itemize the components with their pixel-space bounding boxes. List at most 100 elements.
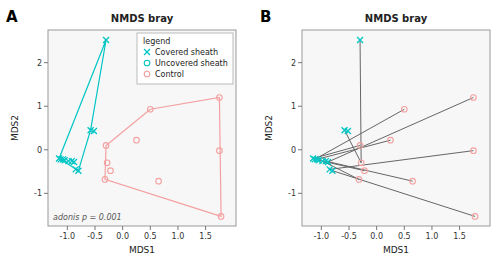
y-tick — [44, 193, 48, 194]
point — [71, 159, 77, 165]
y-tick-label: 2 — [37, 59, 42, 68]
plot-frame — [302, 30, 490, 226]
y-tick-label: -1 — [288, 189, 296, 198]
point — [329, 168, 335, 174]
point — [103, 143, 109, 149]
x-tick-label: -0.5 — [341, 232, 357, 241]
x-tick — [95, 226, 96, 230]
x-tick-label: 1.0 — [172, 232, 185, 241]
legend-title: legend — [143, 37, 170, 46]
pair-line — [317, 140, 391, 159]
point — [471, 95, 477, 101]
pair-line — [330, 151, 474, 170]
pair-line — [332, 171, 475, 217]
y-axis-label: MDS2 — [264, 115, 274, 141]
x-axis-label: MDS1 — [383, 245, 409, 255]
point — [357, 143, 363, 149]
point — [357, 37, 363, 43]
point — [134, 137, 140, 143]
y-axis-label: MDS2 — [10, 115, 20, 141]
y-tick-label: -1 — [34, 189, 42, 198]
y-tick-label: 1 — [291, 102, 296, 111]
point — [147, 106, 153, 112]
x-axis-label: MDS1 — [129, 245, 155, 255]
x-tick-label: 1.5 — [199, 232, 212, 241]
y-tick — [44, 106, 48, 107]
title: NMDS bray — [111, 13, 174, 24]
point — [108, 168, 114, 174]
title: NMDS bray — [365, 13, 428, 24]
point — [218, 214, 224, 220]
plot-frame — [48, 30, 236, 226]
legend-box — [137, 33, 233, 84]
legend-marker — [144, 71, 150, 77]
point — [401, 106, 407, 112]
point — [104, 160, 110, 166]
y-tick-label: 1 — [37, 102, 42, 111]
x-tick-label: 0.5 — [398, 232, 411, 241]
y-tick-label: 0 — [37, 146, 42, 155]
x-tick — [349, 226, 350, 230]
point — [91, 128, 97, 134]
point — [325, 159, 331, 165]
x-tick — [122, 226, 123, 230]
point — [471, 148, 477, 154]
y-tick-label: 2 — [291, 59, 296, 68]
y-tick-label: 0 — [291, 146, 296, 155]
pair-line — [328, 98, 473, 162]
point — [217, 95, 223, 101]
x-tick — [459, 226, 460, 230]
legend-marker — [144, 49, 150, 55]
legend-marker — [144, 60, 150, 66]
y-tick — [298, 149, 302, 150]
x-tick-label: 0.0 — [116, 232, 129, 241]
pair-line — [360, 40, 361, 163]
x-tick — [376, 226, 377, 230]
point — [410, 178, 416, 184]
x-tick-label: 1.0 — [426, 232, 439, 241]
x-tick — [150, 226, 151, 230]
hull — [59, 40, 106, 171]
annotation: adonis p = 0.001 — [53, 213, 122, 222]
x-tick-label: 0.0 — [370, 232, 383, 241]
legend: legend Covered sheath Uncovered sheath Cont… — [137, 33, 233, 84]
point — [156, 178, 162, 184]
panel: -1.0 -0.5 0.0 0.5 1.0 1.5 -1 0 1 2 NMDS bray A MDS1 M… — [6, 8, 236, 255]
x-tick-label: 0.5 — [144, 232, 157, 241]
panel-label: B — [260, 8, 271, 26]
y-tick — [298, 62, 302, 63]
point — [388, 137, 394, 143]
pair-line — [345, 130, 362, 163]
legend-label: Control — [155, 70, 184, 79]
x-tick — [205, 226, 206, 230]
chart: -1.0 -0.5 0.0 0.5 1.0 1.5 -1 0 1 2 NMDS bray A MDS1 M… — [0, 0, 500, 272]
x-tick — [67, 226, 68, 230]
panel-label: A — [6, 8, 18, 26]
x-tick — [404, 226, 405, 230]
hull — [105, 98, 221, 217]
point — [217, 148, 223, 154]
point — [345, 128, 351, 134]
point — [75, 168, 81, 174]
point — [103, 37, 109, 43]
x-tick-label: -0.5 — [87, 232, 103, 241]
y-tick — [44, 149, 48, 150]
point — [356, 177, 362, 183]
x-tick-label: 1.5 — [453, 232, 466, 241]
y-tick — [298, 193, 302, 194]
x-tick-label: -1.0 — [314, 232, 330, 241]
panel: -1.0 -0.5 0.0 0.5 1.0 1.5 -1 0 1 2 NMDS bray B MDS1 M… — [260, 8, 490, 255]
legend-label: Covered sheath — [155, 48, 218, 57]
point — [102, 177, 108, 183]
x-tick-label: -1.0 — [60, 232, 76, 241]
point — [362, 168, 368, 174]
x-tick — [431, 226, 432, 230]
plot-area — [310, 37, 478, 219]
point — [472, 214, 478, 220]
x-tick — [177, 226, 178, 230]
x-tick — [321, 226, 322, 230]
legend-label: Uncovered sheath — [155, 59, 228, 68]
point — [358, 160, 364, 166]
y-tick — [298, 106, 302, 107]
y-tick — [44, 62, 48, 63]
